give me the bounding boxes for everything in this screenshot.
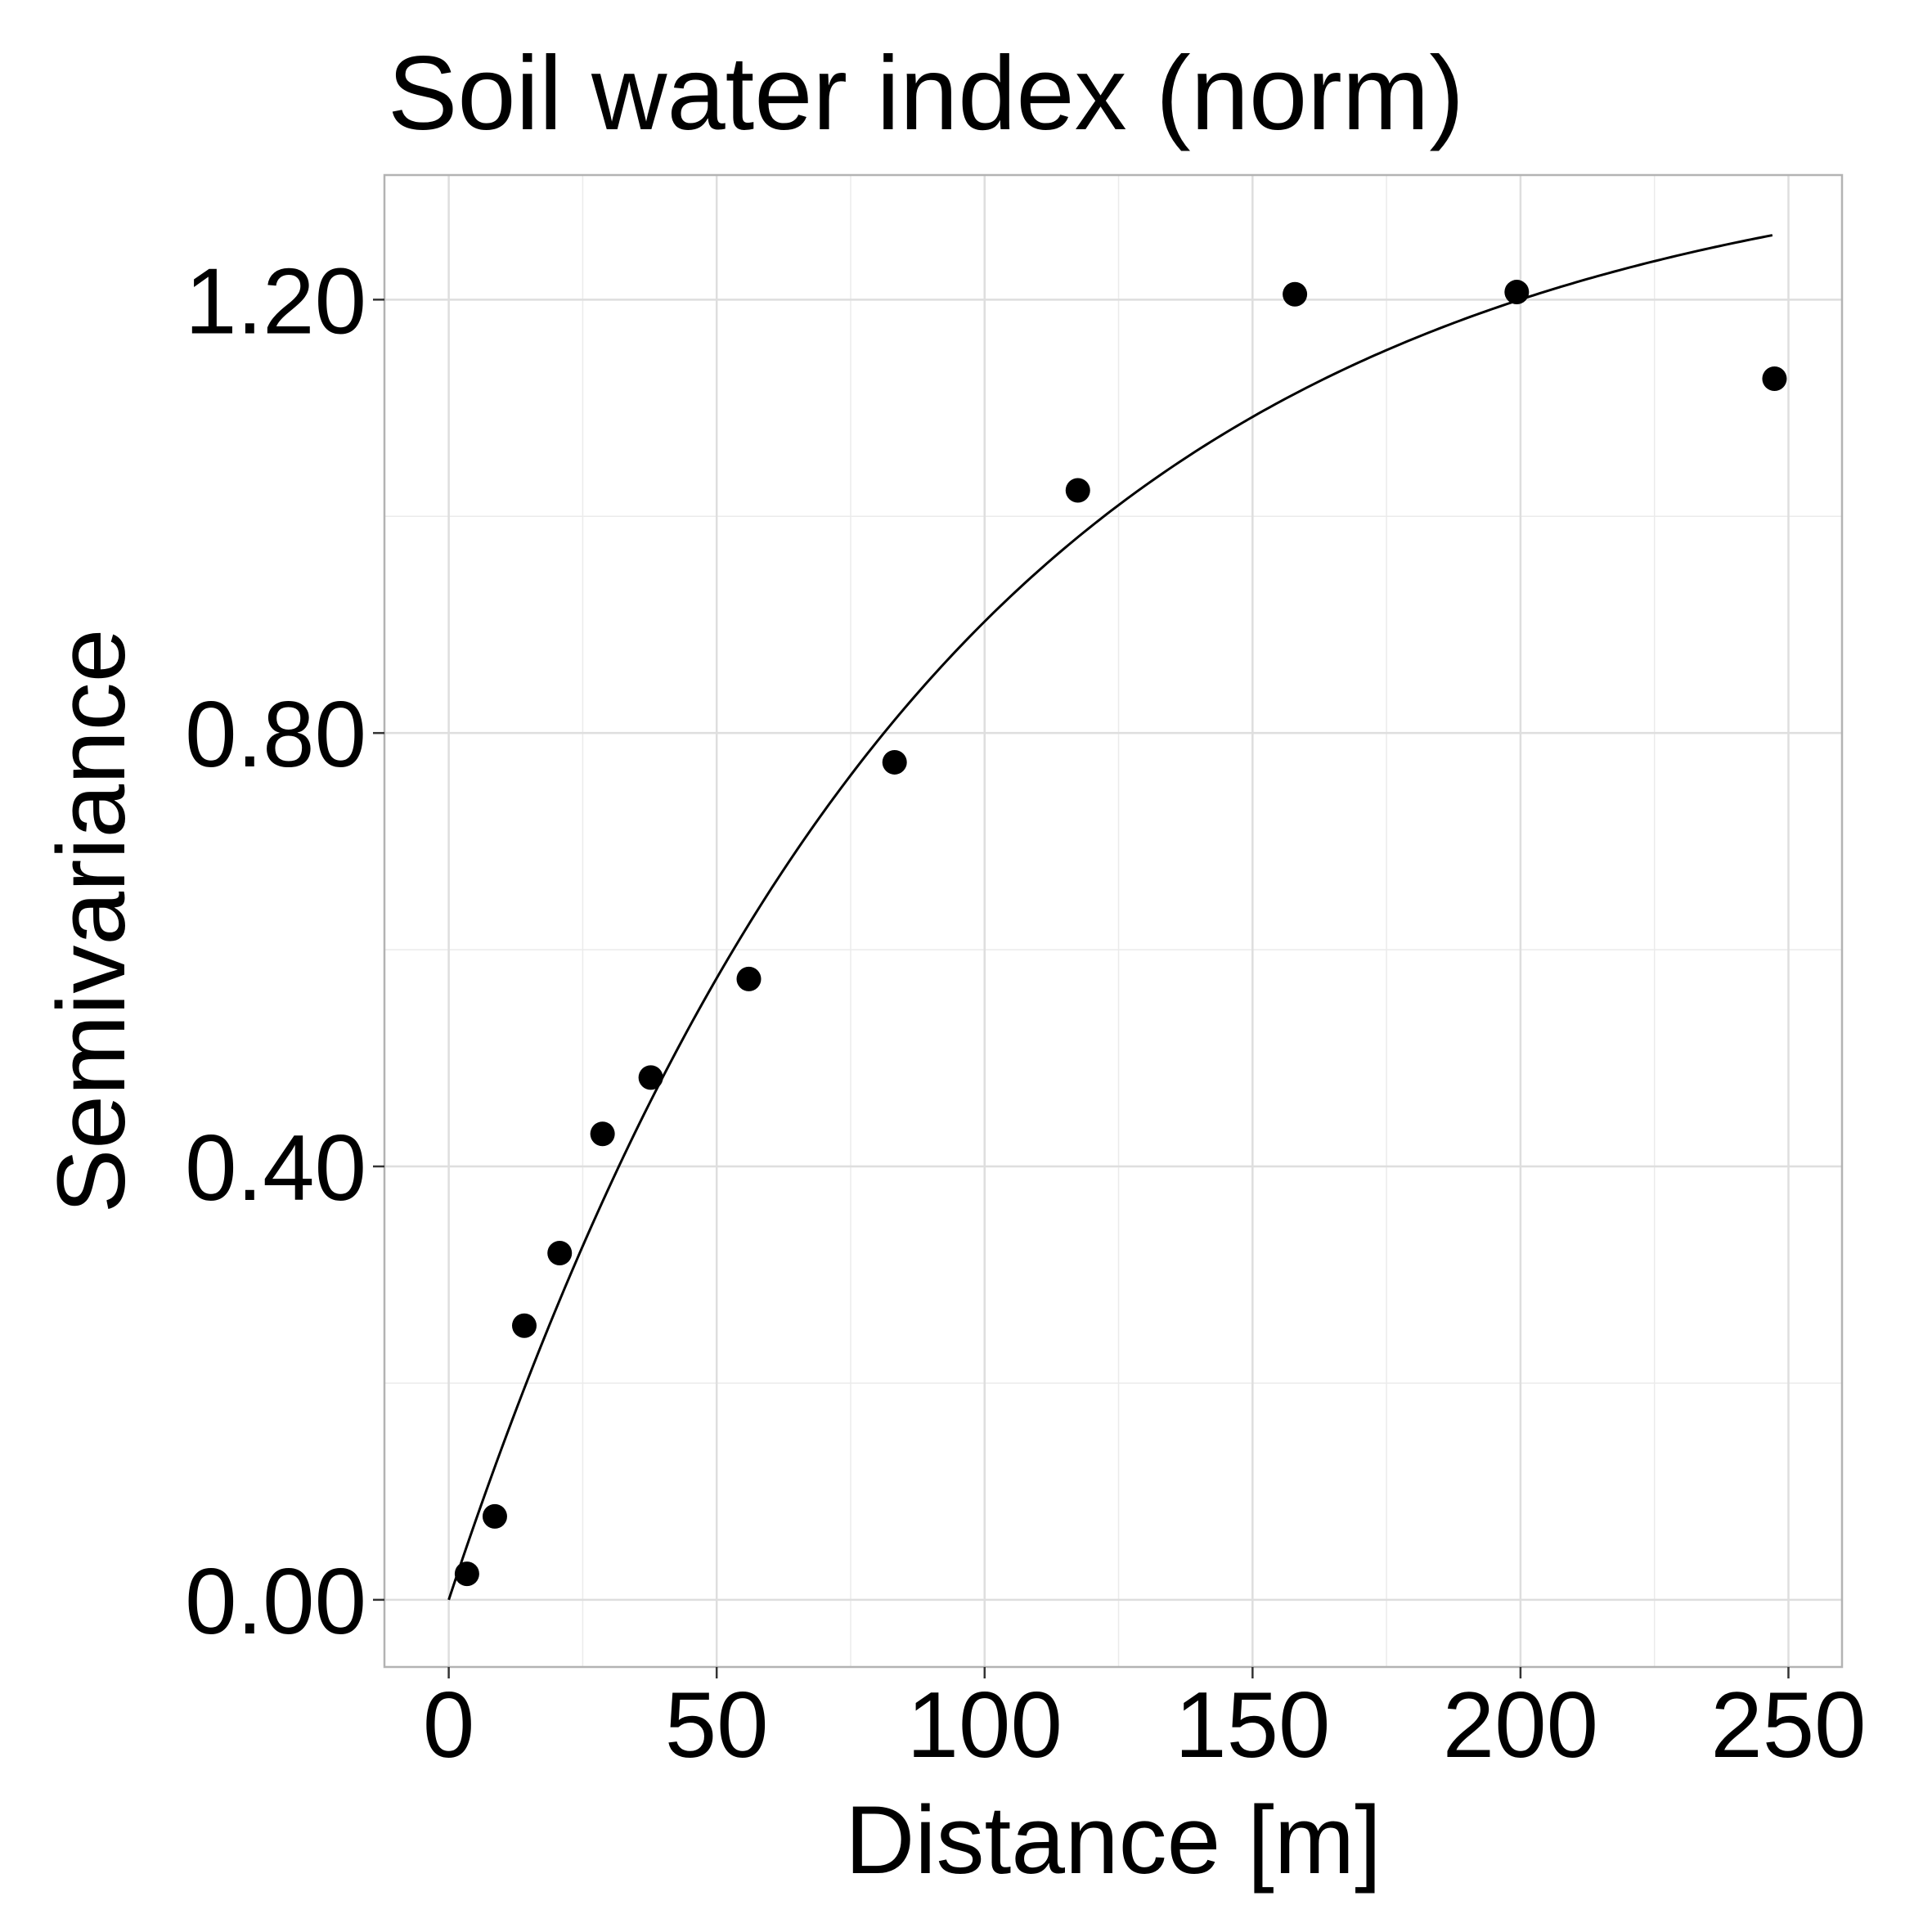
grid [384, 175, 1842, 1667]
chart-title: Soil water index (norm) [388, 35, 1464, 152]
y-tick-label: 0.40 [185, 1117, 366, 1220]
data-point [511, 1313, 537, 1338]
y-axis-title: Semivariance [38, 629, 146, 1214]
data-point [590, 1121, 615, 1147]
data-point [1762, 366, 1787, 392]
points-layer [454, 280, 1787, 1587]
data-point [1504, 280, 1530, 305]
data-point [638, 1065, 663, 1090]
data-point [547, 1240, 573, 1265]
data-point [736, 966, 762, 991]
x-tick-label: 250 [1710, 1674, 1866, 1777]
fitted-model-line [447, 234, 1773, 1601]
data-point [1065, 478, 1090, 503]
x-tick-label: 0 [423, 1674, 474, 1777]
x-axis-ticks: 0 50 100 150 200 250 [423, 1667, 1867, 1777]
data-point [882, 749, 907, 775]
x-axis-title: Distance [m] [845, 1786, 1382, 1894]
data-point [482, 1503, 507, 1529]
x-tick-label: 200 [1443, 1674, 1598, 1777]
x-tick-label: 100 [907, 1674, 1063, 1777]
x-tick-label: 50 [665, 1674, 769, 1777]
y-axis-ticks: 0.00 0.40 0.80 1.20 [185, 249, 384, 1654]
y-tick-label: 0.80 [185, 683, 366, 787]
y-tick-label: 0.00 [185, 1550, 366, 1654]
y-tick-label: 1.20 [185, 249, 366, 353]
x-tick-label: 150 [1175, 1674, 1330, 1777]
data-point [454, 1561, 479, 1587]
data-point [1283, 281, 1308, 307]
fitted-model-layer [447, 234, 1773, 1601]
plot-panel [383, 173, 1844, 1669]
